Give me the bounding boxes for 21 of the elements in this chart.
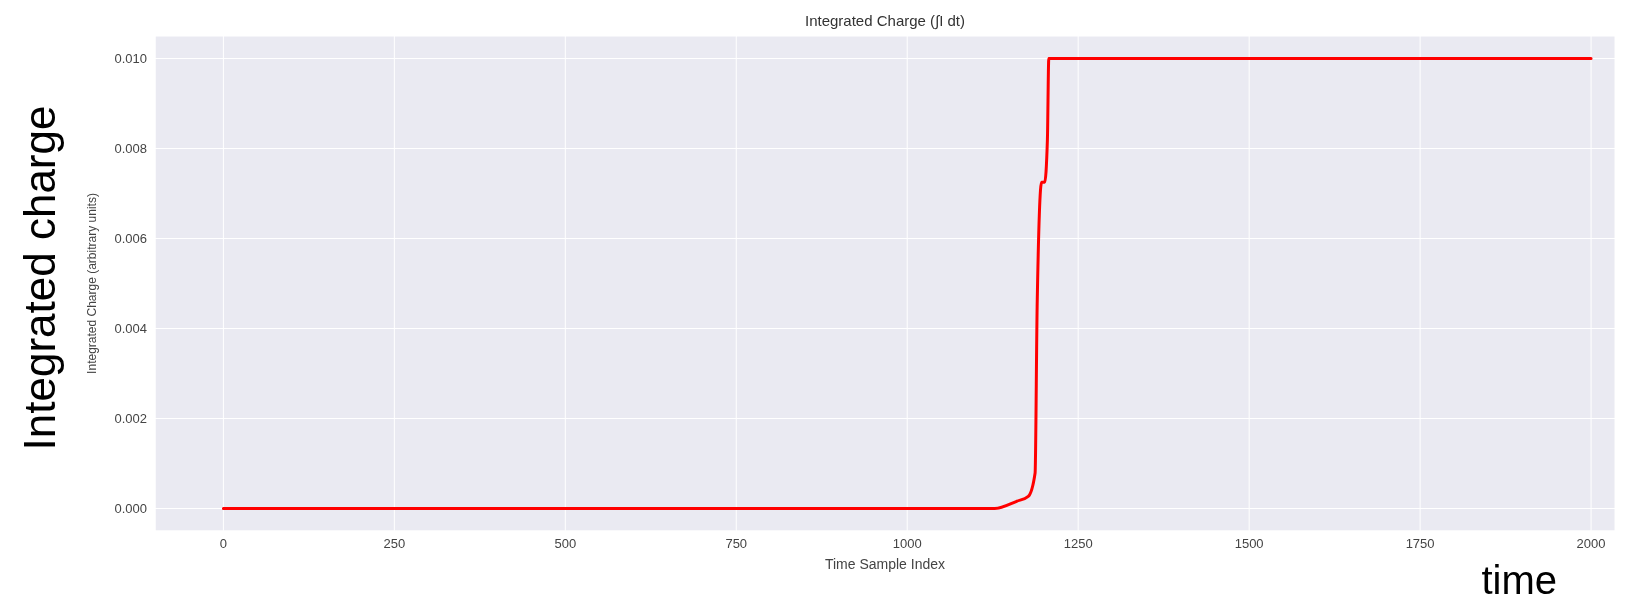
x-tick-label: 1500 [1234,536,1264,552]
y-axis-title: Integrated Charge (arbitrary units) [85,193,100,374]
text: Integrated charge [15,105,64,451]
x-tick-label: 1250 [1063,536,1093,552]
x-tick-label: 500 [554,536,577,552]
y-tick-label: 0.002 [114,411,147,427]
line-series [221,57,1593,510]
y-tick-label: 0.006 [114,231,147,247]
x-tick-label: 2000 [1576,536,1606,552]
x-axis-title: Time Sample Index [824,556,946,572]
text: time [1481,558,1557,601]
y-tick-label: 0.004 [114,321,147,337]
x-tick-label: 1750 [1405,536,1435,552]
x-tick-label: 750 [725,536,748,552]
y-tick-label: 0.010 [114,51,147,67]
y-tick-label: 0.008 [114,141,147,157]
x-tick-label: 1000 [892,536,922,552]
x-tick-label: 0 [219,536,227,552]
chart-title: Integrated Charge (∫I dt) [804,12,966,29]
y-tick-label: 0.000 [114,501,147,517]
x-tick-label: 250 [383,536,406,552]
